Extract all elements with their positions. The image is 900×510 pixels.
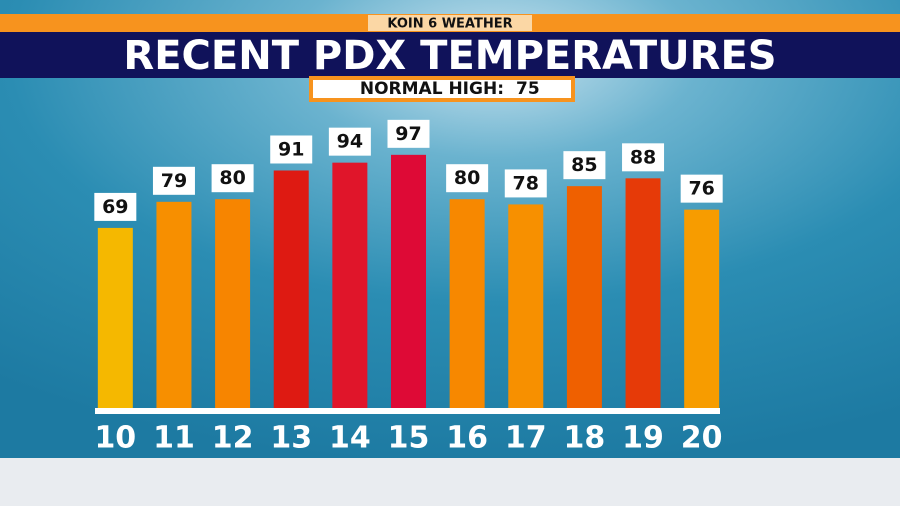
x-tick-label: 20	[681, 421, 723, 456]
x-tick-label: 16	[446, 421, 488, 456]
x-tick-label: 11	[153, 421, 195, 456]
value-label: 88	[630, 146, 656, 168]
value-label-box	[94, 192, 137, 221]
x-tick-label: 12	[212, 421, 254, 456]
value-label-box	[446, 164, 489, 193]
header: KOIN 6 WEATHER	[387, 17, 512, 32]
bar	[684, 209, 720, 408]
value-label-box	[504, 169, 547, 198]
value-label: 91	[278, 138, 304, 160]
x-tick-label: 13	[270, 421, 312, 456]
footer-strip	[0, 458, 900, 506]
value-label: 80	[219, 167, 245, 189]
bar	[273, 170, 309, 408]
bar	[156, 201, 192, 408]
chart-title: RECENT PDX TEMPERATURES	[123, 33, 776, 79]
value-label-box	[387, 119, 430, 148]
x-tick-label: 17	[505, 421, 547, 456]
x-tick-label: 19	[622, 421, 664, 456]
x-tick-label: 10	[94, 421, 136, 456]
value-label-box	[270, 135, 313, 164]
x-tick-label: 14	[329, 421, 371, 456]
value-label-box	[152, 166, 195, 195]
value-label: 78	[513, 172, 539, 194]
annotation-label: NORMAL HIGH:	[360, 79, 504, 99]
value-label-box	[211, 164, 254, 193]
title-band	[0, 32, 900, 78]
bar	[566, 186, 602, 408]
value-label: 97	[395, 123, 421, 145]
x-tick-label: 18	[564, 421, 606, 456]
value-label: 76	[688, 178, 714, 200]
value-label-box	[680, 174, 723, 203]
value-label-box	[328, 127, 371, 156]
value-label: 94	[337, 131, 363, 153]
annotation-box	[309, 76, 575, 102]
value-label: 79	[161, 170, 187, 192]
bar	[508, 204, 544, 408]
annotation-value: 75	[516, 79, 540, 99]
x-tick-label: 15	[388, 421, 430, 456]
value-label: 69	[102, 196, 128, 218]
value-label: 80	[454, 167, 480, 189]
bar	[215, 199, 251, 408]
value-label: 85	[571, 154, 597, 176]
bar	[449, 199, 485, 408]
bar	[97, 227, 133, 408]
value-label-box	[563, 151, 606, 180]
value-label-box	[622, 143, 665, 172]
header-box	[368, 15, 532, 31]
bar	[625, 178, 661, 408]
axis-line	[95, 408, 720, 414]
bar	[332, 162, 368, 408]
bar	[391, 154, 426, 408]
